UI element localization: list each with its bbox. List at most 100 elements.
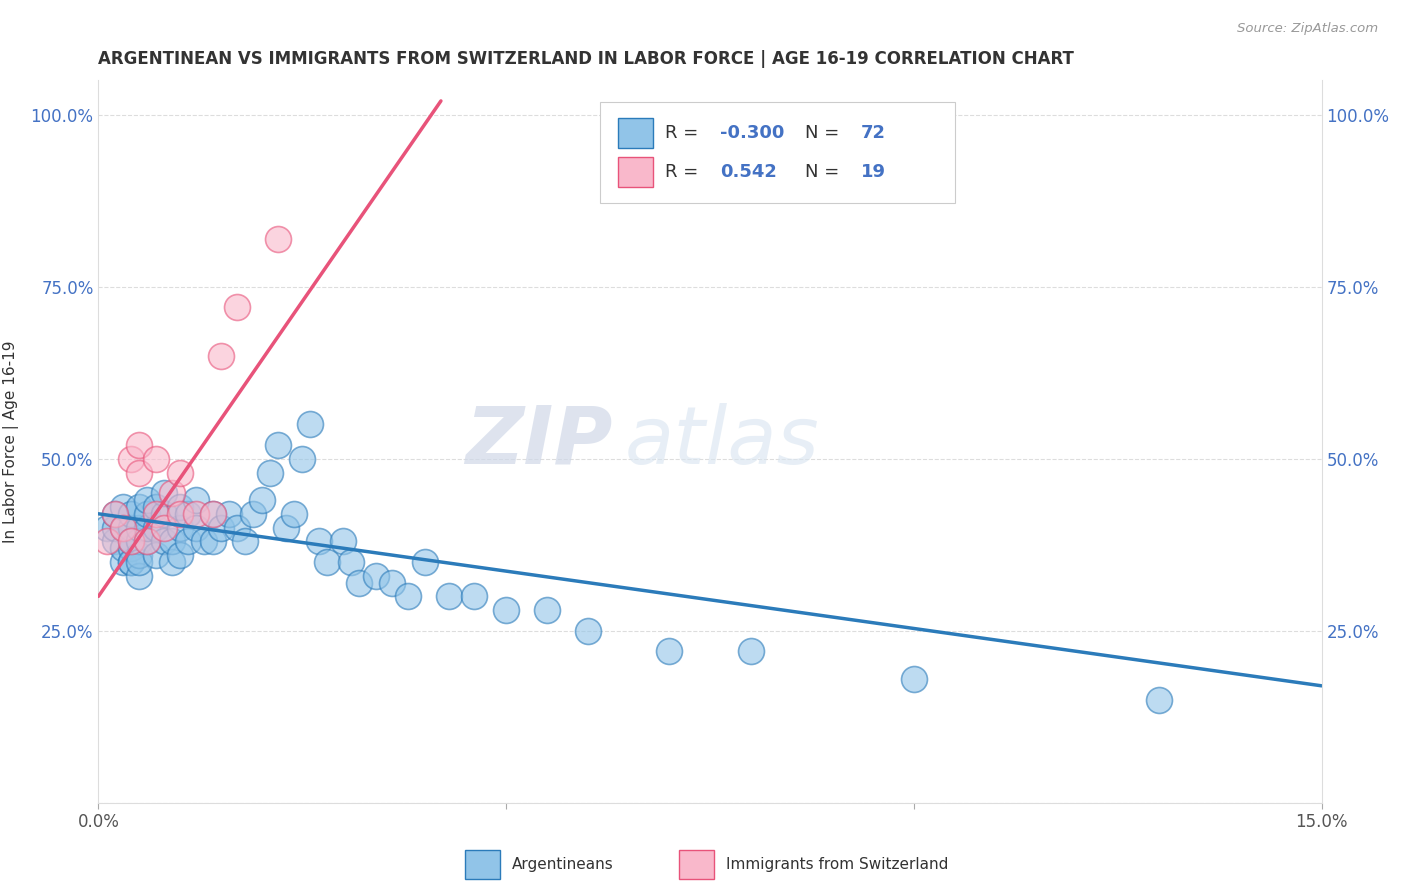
Point <box>381 575 404 590</box>
Text: N =: N = <box>806 124 845 142</box>
Point <box>186 507 208 521</box>
Point <box>111 555 134 569</box>
Point <box>169 520 191 534</box>
Point <box>152 520 174 534</box>
Point <box>120 534 142 549</box>
Point <box>152 507 174 521</box>
Point <box>495 603 517 617</box>
Point <box>104 507 127 521</box>
Point <box>111 541 134 556</box>
Point <box>104 507 127 521</box>
Point <box>120 451 142 466</box>
Point <box>104 534 127 549</box>
Text: 72: 72 <box>860 124 886 142</box>
Point <box>128 548 150 562</box>
Point <box>120 507 142 521</box>
Point <box>576 624 599 638</box>
Text: R =: R = <box>665 124 704 142</box>
Point <box>242 507 264 521</box>
Point <box>463 590 485 604</box>
Point <box>152 534 174 549</box>
Point <box>128 466 150 480</box>
Point <box>201 507 224 521</box>
Point <box>274 520 297 534</box>
Point <box>396 590 419 604</box>
Point <box>152 486 174 500</box>
Text: R =: R = <box>665 163 704 181</box>
Point <box>364 568 387 582</box>
Point <box>437 590 460 604</box>
Point <box>169 500 191 514</box>
Point <box>740 644 762 658</box>
Point <box>250 493 273 508</box>
Point <box>299 417 322 432</box>
Point <box>177 534 200 549</box>
Point <box>120 520 142 534</box>
Point <box>145 500 167 514</box>
Point <box>177 507 200 521</box>
FancyBboxPatch shape <box>679 850 714 879</box>
Point <box>308 534 330 549</box>
FancyBboxPatch shape <box>619 118 652 148</box>
Point <box>120 555 142 569</box>
Point <box>136 507 159 521</box>
Point <box>111 520 134 534</box>
Point <box>96 534 118 549</box>
Point <box>169 466 191 480</box>
Point <box>903 672 925 686</box>
Point <box>160 555 183 569</box>
Point <box>186 493 208 508</box>
Point <box>209 520 232 534</box>
Point <box>267 438 290 452</box>
Point <box>218 507 240 521</box>
Point <box>267 231 290 245</box>
Point <box>120 555 142 569</box>
Text: Argentineans: Argentineans <box>512 856 613 871</box>
Point <box>120 534 142 549</box>
Point <box>120 541 142 556</box>
Point <box>658 644 681 658</box>
Point <box>111 500 134 514</box>
Point <box>145 507 167 521</box>
Point <box>233 534 256 549</box>
Point <box>128 500 150 514</box>
Point <box>349 575 371 590</box>
Point <box>111 520 134 534</box>
Point <box>315 555 337 569</box>
Point <box>201 534 224 549</box>
Point <box>536 603 558 617</box>
Text: ARGENTINEAN VS IMMIGRANTS FROM SWITZERLAND IN LABOR FORCE | AGE 16-19 CORRELATIO: ARGENTINEAN VS IMMIGRANTS FROM SWITZERLA… <box>98 50 1074 68</box>
Point <box>169 548 191 562</box>
Text: -0.300: -0.300 <box>720 124 785 142</box>
Point <box>160 486 183 500</box>
Point <box>128 568 150 582</box>
Text: Immigrants from Switzerland: Immigrants from Switzerland <box>725 856 948 871</box>
Point <box>128 555 150 569</box>
Point <box>169 507 191 521</box>
Point <box>145 451 167 466</box>
Point <box>145 520 167 534</box>
Point <box>340 555 363 569</box>
Point <box>104 520 127 534</box>
Point <box>1147 692 1170 706</box>
Point <box>259 466 281 480</box>
Point <box>332 534 354 549</box>
Text: Source: ZipAtlas.com: Source: ZipAtlas.com <box>1237 22 1378 36</box>
Point <box>128 534 150 549</box>
Point <box>160 534 183 549</box>
Point <box>226 301 249 315</box>
Text: 19: 19 <box>860 163 886 181</box>
Point <box>201 507 224 521</box>
Text: atlas: atlas <box>624 402 820 481</box>
Point <box>193 534 215 549</box>
Point <box>145 548 167 562</box>
Point <box>128 438 150 452</box>
FancyBboxPatch shape <box>465 850 499 879</box>
Text: N =: N = <box>806 163 845 181</box>
Point <box>209 349 232 363</box>
Text: ZIP: ZIP <box>465 402 612 481</box>
Point <box>128 520 150 534</box>
Point <box>136 520 159 534</box>
Point <box>226 520 249 534</box>
Y-axis label: In Labor Force | Age 16-19: In Labor Force | Age 16-19 <box>3 340 20 543</box>
